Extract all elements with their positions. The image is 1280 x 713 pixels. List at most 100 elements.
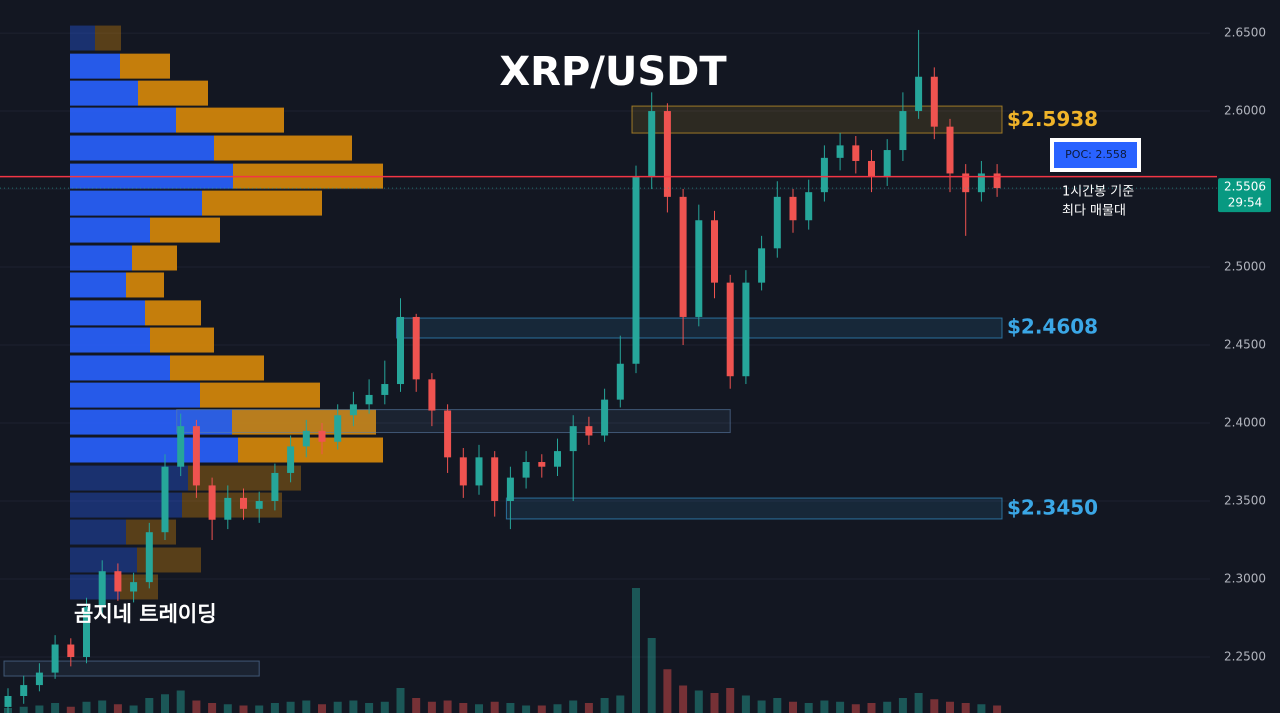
volume-bar xyxy=(694,690,703,713)
poc-label: POC: 2.558 xyxy=(1065,148,1127,161)
volume-bar xyxy=(804,703,813,713)
volume-bar xyxy=(333,701,342,713)
volume-bar xyxy=(270,703,279,713)
candle-body xyxy=(836,145,844,158)
candle-body xyxy=(585,426,593,436)
candle-body xyxy=(852,145,860,161)
chart-title: XRP/USDT xyxy=(499,49,727,95)
candle-body xyxy=(805,192,813,221)
volume-bar xyxy=(600,698,609,713)
volume-bar xyxy=(584,703,593,713)
y-tick-label: 2.3000 xyxy=(1224,572,1266,586)
volume-bar xyxy=(710,693,719,713)
y-tick-label: 2.4500 xyxy=(1224,338,1266,352)
candle-body xyxy=(993,173,1001,189)
profile-sell xyxy=(150,327,214,353)
poc-note: 1시간봉 기준 xyxy=(1062,185,1134,200)
candle-body xyxy=(334,415,342,442)
volume-bar xyxy=(412,698,421,713)
volume-bar xyxy=(851,704,860,713)
volume-bar xyxy=(632,588,640,713)
volume-bar xyxy=(820,700,829,713)
profile-sell xyxy=(95,25,121,51)
watermark: 곰지네 트레이딩 xyxy=(74,602,217,626)
profile-sell xyxy=(150,217,220,243)
candle-body xyxy=(663,111,671,197)
volume-bar xyxy=(161,694,169,713)
profile-sell xyxy=(126,272,164,298)
y-tick-label: 2.2500 xyxy=(1224,650,1266,664)
volume-bar xyxy=(318,704,326,713)
profile-sell xyxy=(138,80,208,106)
candle-body xyxy=(820,157,828,193)
candle-body xyxy=(67,644,75,658)
zone xyxy=(505,497,1003,520)
candle-body xyxy=(930,76,938,127)
candle-body xyxy=(35,672,43,686)
candle-body xyxy=(161,466,169,533)
profile-buy xyxy=(70,465,188,491)
volume-bar xyxy=(396,688,405,713)
candle-body xyxy=(883,150,891,177)
profile-sell xyxy=(200,382,320,408)
volume-bar xyxy=(239,705,248,713)
volume-bar xyxy=(647,638,656,713)
volume-bar xyxy=(522,705,531,713)
volume-bar xyxy=(741,695,750,713)
candle-body xyxy=(522,462,530,478)
volume-bar xyxy=(98,700,107,713)
volume-bar xyxy=(145,698,154,713)
profile-sell xyxy=(145,300,201,326)
volume-bar xyxy=(867,703,876,713)
candle-body xyxy=(318,430,326,442)
volume-bar xyxy=(19,706,28,713)
candle-body xyxy=(365,394,373,405)
volume-bar xyxy=(459,703,468,713)
candle-body xyxy=(648,111,656,177)
candle-body xyxy=(915,76,923,112)
volume-bar xyxy=(506,703,515,713)
volume-bar xyxy=(302,700,311,713)
volume-bar xyxy=(553,704,562,713)
candle-body xyxy=(962,173,970,193)
volume-bar xyxy=(427,701,436,713)
volume-bar xyxy=(977,704,986,713)
profile-buy xyxy=(70,217,150,243)
y-tick-label: 2.5000 xyxy=(1224,260,1266,274)
profile-buy xyxy=(70,25,95,51)
profile-buy xyxy=(70,409,232,435)
profile-buy xyxy=(70,519,126,545)
volume-bar xyxy=(930,699,939,713)
candle-body xyxy=(83,607,90,658)
volume-bar xyxy=(82,701,91,713)
volume-bar xyxy=(129,705,138,713)
volume-bar xyxy=(66,706,75,713)
profile-sell xyxy=(202,190,322,216)
profile-sell xyxy=(170,355,264,381)
volume-bar xyxy=(679,685,688,713)
zone xyxy=(176,409,731,434)
candle-body xyxy=(711,220,718,283)
zone-label: $2.5938 xyxy=(1007,107,1098,131)
volume-bar xyxy=(35,705,44,713)
candle-body xyxy=(475,457,483,486)
profile-buy xyxy=(70,574,120,600)
volume-bar xyxy=(898,698,907,713)
zone-label: $2.3450 xyxy=(1007,495,1098,519)
profile-buy xyxy=(70,190,202,216)
volume-bar xyxy=(569,700,578,713)
volume-bar xyxy=(961,703,970,713)
profile-sell xyxy=(238,437,383,463)
candle-body xyxy=(302,430,310,447)
candle-body xyxy=(632,176,640,364)
profile-buy xyxy=(70,300,145,326)
candle-body xyxy=(491,457,499,502)
countdown: 29:54 xyxy=(1228,196,1263,210)
last-price-label: 2.5506 xyxy=(1224,180,1266,194)
volume-bar xyxy=(192,700,201,713)
candle-body xyxy=(397,316,404,385)
candle-body xyxy=(977,173,985,193)
candle-body xyxy=(51,644,59,673)
candle-body xyxy=(742,282,750,377)
profile-sell xyxy=(214,135,352,161)
